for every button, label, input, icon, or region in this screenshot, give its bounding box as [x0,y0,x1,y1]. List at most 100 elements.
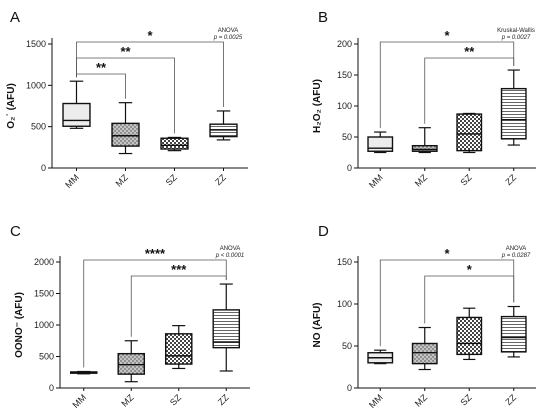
significance-label: ** [464,44,475,59]
significance-bracket: * [379,28,515,129]
y-tick-label: 150 [337,257,352,267]
significance-bracket: *** [130,262,227,337]
significance-label: * [444,28,450,43]
bracket-line [379,41,515,129]
iqr-box [164,333,193,365]
y-axis-label: NO (AFU) [312,303,323,348]
significance-label: * [467,262,473,277]
significance-label: *** [171,262,187,277]
significance-bracket: **** [83,246,227,368]
significance-label: ** [120,44,131,59]
y-axis-label: O₂˙ (AFU) [6,83,17,129]
x-tick-label: ZZ [213,172,228,187]
y-tick-label: 500 [31,122,46,132]
significance-bracket: * [424,262,515,324]
iqr-box [111,122,140,147]
bracket-line [424,57,515,124]
test-name: ANOVA [218,28,239,34]
iqr-box [117,352,146,375]
y-tick-label: 2000 [34,257,54,267]
x-tick-label: MM [63,172,81,190]
bracket-line [83,259,227,368]
y-tick-label: 50 [342,132,352,142]
box-mz [111,102,140,155]
p-value: p = 0.0287 [501,253,531,259]
p-value: p = 0.0025 [213,35,243,41]
box-sz [456,112,483,154]
y-tick-label: 1500 [34,289,54,299]
x-tick-label: MZ [413,392,430,409]
panel-letter: C [10,223,21,240]
box-sz [456,307,483,361]
significance-bracket: ** [76,60,126,99]
bracket-line [379,259,515,347]
box-mm [367,131,394,154]
box-zz [209,110,238,141]
y-tick-label: 0 [41,163,46,173]
box-zz [500,305,527,358]
x-tick-label: ZZ [503,392,518,407]
iqr-box [62,102,91,127]
panel-letter: B [318,9,328,26]
box-mz [411,326,438,371]
x-tick-label: MM [367,172,385,190]
panel-letter: D [318,223,329,240]
y-tick-label: 1000 [26,80,46,90]
box-mz [411,127,438,154]
iqr-box [411,144,438,152]
x-tick-label: MZ [114,172,131,189]
y-tick-label: 50 [342,341,352,351]
box-zz [500,69,527,146]
x-tick-label: ZZ [216,392,231,407]
box-zz [212,283,241,372]
y-tick-label: 200 [337,39,352,49]
y-tick-label: 150 [337,70,352,80]
y-tick-label: 0 [347,163,352,173]
bracket-line [424,275,515,324]
box-mm [62,80,91,129]
x-tick-label: MZ [413,172,430,189]
x-tick-label: MZ [119,392,136,409]
y-tick-label: 500 [39,352,54,362]
box-mm [367,349,394,365]
significance-bracket: ** [424,44,515,124]
x-tick-label: SZ [168,392,184,408]
significance-label: * [444,246,450,261]
y-tick-label: 100 [337,299,352,309]
iqr-box [456,316,483,356]
x-tick-label: MM [367,392,385,410]
x-tick-label: SZ [164,172,180,188]
iqr-box [500,315,527,353]
iqr-box [160,137,189,150]
x-tick-label: SZ [458,172,474,188]
panel-letter: A [10,9,20,26]
bracket-line [76,73,126,99]
significance-label: **** [145,246,166,261]
y-tick-label: 0 [49,383,54,393]
y-tick-label: 1500 [26,39,46,49]
bracket-line [76,57,175,134]
y-tick-label: 0 [347,383,352,393]
y-axis-label: H₂O₂ (AFU) [312,79,323,133]
x-tick-label: MM [70,392,88,410]
iqr-box [367,136,394,152]
y-tick-label: 100 [337,101,352,111]
iqr-box [500,87,527,140]
box-sz [160,136,189,152]
significance-bracket: ** [76,44,175,134]
box-mz [117,340,146,383]
iqr-box [456,113,483,152]
p-value: p < 0.0001 [215,253,245,259]
significance-label: * [147,28,153,43]
test-name: ANOVA [506,246,527,252]
box-sz [164,325,193,370]
significance-label: ** [96,60,107,75]
test-name: ANOVA [220,246,241,252]
bracket-line [130,275,227,337]
p-value: p = 0.0027 [501,35,531,41]
